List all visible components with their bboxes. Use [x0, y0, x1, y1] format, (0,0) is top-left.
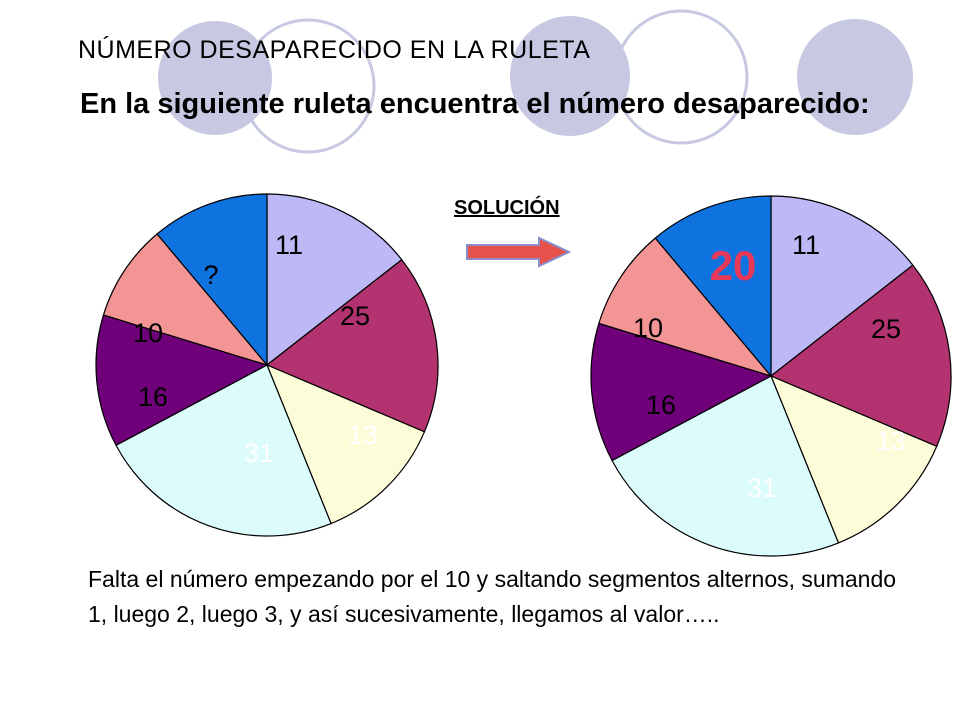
decor-circle — [158, 21, 272, 135]
segment-label: 25 — [340, 301, 370, 331]
segment-label: 16 — [138, 382, 168, 412]
decor-circle — [797, 19, 913, 135]
segment-label: 13 — [348, 420, 378, 450]
solution-label: SOLUCIÓN — [454, 197, 560, 219]
decorative-circles — [158, 9, 913, 154]
solution-wheel: 11 25 13 31 16 10 20 — [590, 195, 952, 557]
puzzle-wheel: 11 25 13 31 16 10? — [95, 193, 439, 537]
wheel-segment — [102, 233, 269, 367]
segment-label: 11 — [275, 230, 303, 260]
slide-title: NÚMERO DESAPARECIDO EN LA RULETA — [78, 36, 591, 64]
puzzle-wheel-panel: 11 25 13 31 16 10? — [93, 192, 453, 542]
wheel-segment — [611, 375, 840, 557]
slide-subtitle: En la siguiente ruleta encuentra el núme… — [80, 88, 870, 120]
segment-label: 25 — [871, 314, 901, 344]
wheel-segment — [770, 195, 914, 378]
wheel-segment — [266, 193, 403, 367]
wheel-segment — [769, 374, 938, 544]
decor-circle — [613, 9, 749, 145]
arrow-right-icon — [466, 236, 572, 268]
wheel-segment — [115, 364, 332, 537]
wheel-segment — [265, 258, 439, 433]
wheel-segment — [265, 363, 426, 525]
segment-label: ? — [203, 260, 218, 290]
answer-number: 20 — [710, 242, 757, 289]
wheel-segment — [769, 264, 952, 448]
segment-label: 31 — [244, 438, 274, 468]
explanation-text: Falta el número empezando por el 10 y sa… — [88, 566, 897, 627]
wheel-segment — [654, 195, 772, 378]
decor-circle — [240, 18, 376, 154]
wheel-segment — [95, 314, 269, 447]
wheel-segment — [156, 193, 268, 367]
segment-label: 16 — [646, 390, 676, 420]
wheel-segment — [590, 322, 773, 462]
wheel-segment — [598, 237, 773, 378]
solution-wheel-panel: 11 25 13 31 16 10 20 — [588, 192, 960, 558]
segment-label: 10 — [633, 313, 663, 343]
segment-label: 11 — [792, 230, 820, 260]
segment-label: 10 — [133, 318, 163, 348]
segment-label: 13 — [876, 426, 906, 456]
decor-circle — [510, 16, 630, 136]
segment-label: 31 — [747, 473, 777, 503]
